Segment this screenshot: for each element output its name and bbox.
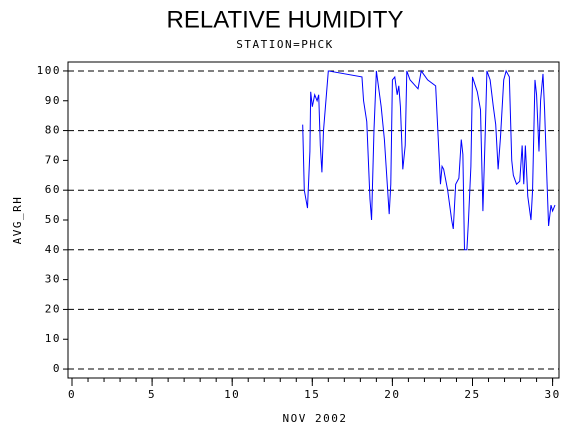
x-tick-label: 5 — [148, 388, 156, 401]
chart-title: RELATIVE HUMIDITY — [167, 6, 404, 33]
chart-subtitle: STATION=PHCK — [236, 38, 333, 51]
y-tick-label: 30 — [45, 273, 61, 286]
data-line — [302, 69, 556, 251]
y-tick-label: 10 — [45, 332, 61, 345]
y-tick-label: 40 — [45, 243, 61, 256]
plot-frame — [67, 61, 560, 379]
y-tick-label: 20 — [45, 302, 61, 315]
x-tick-label: 30 — [544, 388, 560, 401]
y-tick-label: 50 — [45, 213, 61, 226]
y-tick-label: 70 — [45, 153, 61, 166]
y-tick-label: 60 — [45, 183, 61, 196]
x-tick-label: 0 — [68, 388, 76, 401]
y-tick-label: 90 — [45, 94, 61, 107]
y-tick-label: 80 — [45, 124, 61, 137]
x-tick-label: 15 — [304, 388, 320, 401]
x-tick-label: 10 — [224, 388, 240, 401]
x-axis-label: NOV 2002 — [283, 412, 348, 425]
x-tick-label: 20 — [384, 388, 400, 401]
y-axis-label: AVG_RH — [11, 196, 24, 245]
y-tick-label: 0 — [53, 362, 61, 375]
x-tick-label: 25 — [464, 388, 480, 401]
y-tick-label: 100 — [37, 64, 61, 77]
